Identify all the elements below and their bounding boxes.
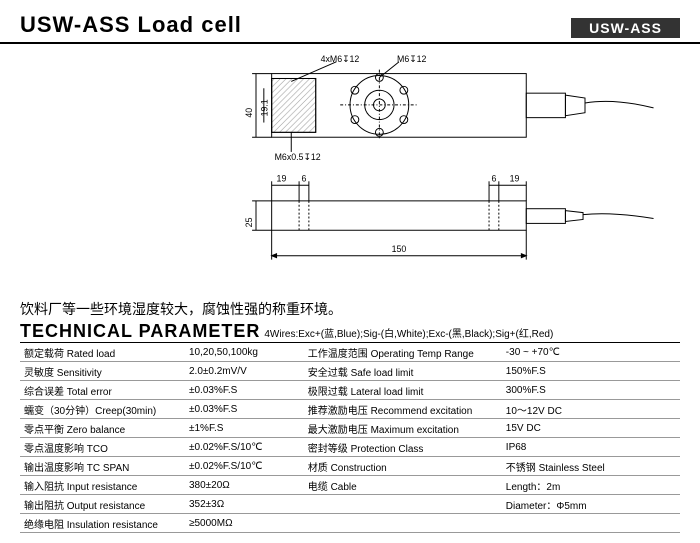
table-row: 零点温度影响 TCO±0.02%F.S/10℃密封等级 Protection C… xyxy=(20,438,680,457)
table-cell xyxy=(304,514,502,533)
dim-top-b: M6↧12 xyxy=(397,54,426,64)
table-cell: ±0.03%F.S xyxy=(185,381,304,400)
table-cell: 综合误差 Total error xyxy=(20,381,185,400)
table-cell: 输出阻抗 Output resistance xyxy=(20,495,185,514)
header: USW-ASS Load cell USW-ASS xyxy=(0,0,700,44)
table-cell: 输出温度影响 TC SPAN xyxy=(20,457,185,476)
dim-side-c: 6 xyxy=(491,173,496,183)
description: 饮料厂等一些环境湿度较大，腐蚀性强的称重环境。 xyxy=(0,299,700,319)
tech-parameter-title: TECHNICAL PARAMETER 4Wires:Exc+(蓝,Blue);S… xyxy=(0,319,700,342)
table-cell: 推荐激励电压 Recommend excitation xyxy=(304,400,502,419)
diagram-svg: 4xM6↧12 M6↧12 40 19.1 M6x0.5↧12 19 6 6 1… xyxy=(40,54,660,289)
table-cell: ≥5000MΩ xyxy=(185,514,304,533)
table-cell: IP68 xyxy=(502,438,680,457)
table-cell: 工作温度范围 Operating Temp Range xyxy=(304,343,502,362)
table-row: 输出阻抗 Output resistance352±3Ω Diameter：Φ5m… xyxy=(20,495,680,514)
table-cell: 2.0±0.2mV/V xyxy=(185,362,304,381)
table-row: 综合误差 Total error±0.03%F.S极限过载 Lateral lo… xyxy=(20,381,680,400)
table-cell: 灵敏度 Sensitivity xyxy=(20,362,185,381)
table-row: 输出温度影响 TC SPAN±0.02%F.S/10℃材质 Constructi… xyxy=(20,457,680,476)
table-cell: 352±3Ω xyxy=(185,495,304,514)
table-cell: 输入阻抗 Input resistance xyxy=(20,476,185,495)
table-cell: 380±20Ω xyxy=(185,476,304,495)
tech-title-text: TECHNICAL PARAMETER xyxy=(20,321,260,341)
table-row: 零点平衡 Zero balance±1%F.S最大激励电压 Maximum ex… xyxy=(20,419,680,438)
dim-side-b: 6 xyxy=(302,173,307,183)
dim-side-height: 25 xyxy=(244,217,254,227)
table-cell: ±1%F.S xyxy=(185,419,304,438)
table-cell: Diameter：Φ5mm xyxy=(502,495,680,514)
table-row: 蠕变（30分钟）Creep(30min)±0.03%F.S推荐激励电压 Reco… xyxy=(20,400,680,419)
table-row: 输入阻抗 Input resistance380±20Ω电缆 CableLeng… xyxy=(20,476,680,495)
table-cell: 电缆 Cable xyxy=(304,476,502,495)
dim-left-outer: 40 xyxy=(244,108,254,118)
table-cell: 15V DC xyxy=(502,419,680,438)
dim-thread: M6x0.5↧12 xyxy=(275,152,321,162)
dim-side-a: 19 xyxy=(277,173,287,183)
technical-drawing: 4xM6↧12 M6↧12 40 19.1 M6x0.5↧12 19 6 6 1… xyxy=(0,44,700,299)
table-cell: 蠕变（30分钟）Creep(30min) xyxy=(20,400,185,419)
table-cell: 最大激励电压 Maximum excitation xyxy=(304,419,502,438)
table-cell: 零点温度影响 TCO xyxy=(20,438,185,457)
page-title: USW-ASS Load cell xyxy=(20,12,242,38)
dim-top-a: 4xM6↧12 xyxy=(321,54,360,64)
dim-left-inner: 19.1 xyxy=(260,99,270,116)
table-cell xyxy=(502,514,680,533)
table-cell: 绝缘电阻 Insulation resistance xyxy=(20,514,185,533)
dim-side-d: 19 xyxy=(510,173,520,183)
table-cell: 密封等级 Protection Class xyxy=(304,438,502,457)
table-row: 绝缘电阻 Insulation resistance≥5000MΩ xyxy=(20,514,680,533)
table-row: 额定载荷 Rated load10,20,50,100kg工作温度范围 Oper… xyxy=(20,343,680,362)
wires-info: 4Wires:Exc+(蓝,Blue);Sig-(白,White);Exc-(黑… xyxy=(264,329,553,340)
table-cell: 不锈钢 Stainless Steel xyxy=(502,457,680,476)
table-cell: 极限过载 Lateral load limit xyxy=(304,381,502,400)
model-badge: USW-ASS xyxy=(571,18,680,38)
table-cell: Length：2m xyxy=(502,476,680,495)
table-cell: ±0.03%F.S xyxy=(185,400,304,419)
table-cell: 额定载荷 Rated load xyxy=(20,343,185,362)
table-cell: 零点平衡 Zero balance xyxy=(20,419,185,438)
table-cell: 安全过载 Safe load limit xyxy=(304,362,502,381)
table-cell: ±0.02%F.S/10℃ xyxy=(185,438,304,457)
table-row: 灵敏度 Sensitivity2.0±0.2mV/V安全过载 Safe load… xyxy=(20,362,680,381)
table-cell xyxy=(304,495,502,514)
table-cell: 10～12V DC xyxy=(502,400,680,419)
dim-length: 150 xyxy=(392,244,407,254)
table-cell: 10,20,50,100kg xyxy=(185,343,304,362)
parameters-table: 额定载荷 Rated load10,20,50,100kg工作温度范围 Oper… xyxy=(20,343,680,533)
table-cell: 300%F.S xyxy=(502,381,680,400)
table-cell: 材质 Construction xyxy=(304,457,502,476)
table-cell: -30 ~ +70℃ xyxy=(502,343,680,362)
table-cell: 150%F.S xyxy=(502,362,680,381)
table-cell: ±0.02%F.S/10℃ xyxy=(185,457,304,476)
